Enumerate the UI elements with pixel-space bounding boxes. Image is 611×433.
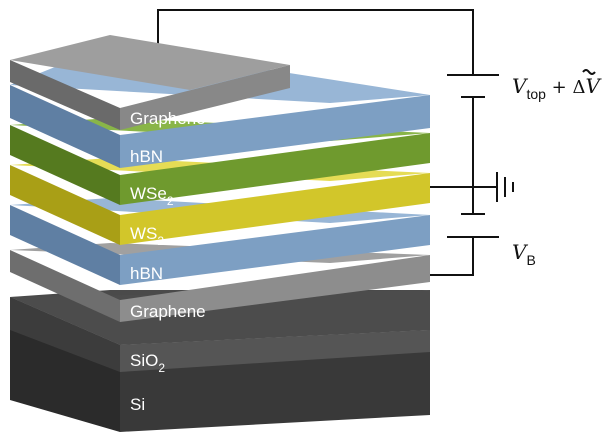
label-hbn-top: hBN xyxy=(130,147,163,166)
layer-sio2 xyxy=(10,297,430,372)
label-v-top: Vtop + ΔV xyxy=(512,74,602,102)
label-graphene-top: Graphene xyxy=(130,109,206,128)
label-wse2: WSe2 xyxy=(130,184,174,208)
label-si: Si xyxy=(130,395,145,414)
label-sio2: SiO2 xyxy=(130,351,165,375)
circuit-wiring xyxy=(157,9,514,276)
label-graphene-bottom: Graphene xyxy=(130,302,206,321)
label-hbn-bottom: hBN xyxy=(130,264,163,283)
tilde-mark xyxy=(582,69,596,75)
layer-graphene-top xyxy=(10,35,290,130)
label-v-b: VB xyxy=(512,240,536,268)
label-ws2: WS2 xyxy=(130,224,164,248)
